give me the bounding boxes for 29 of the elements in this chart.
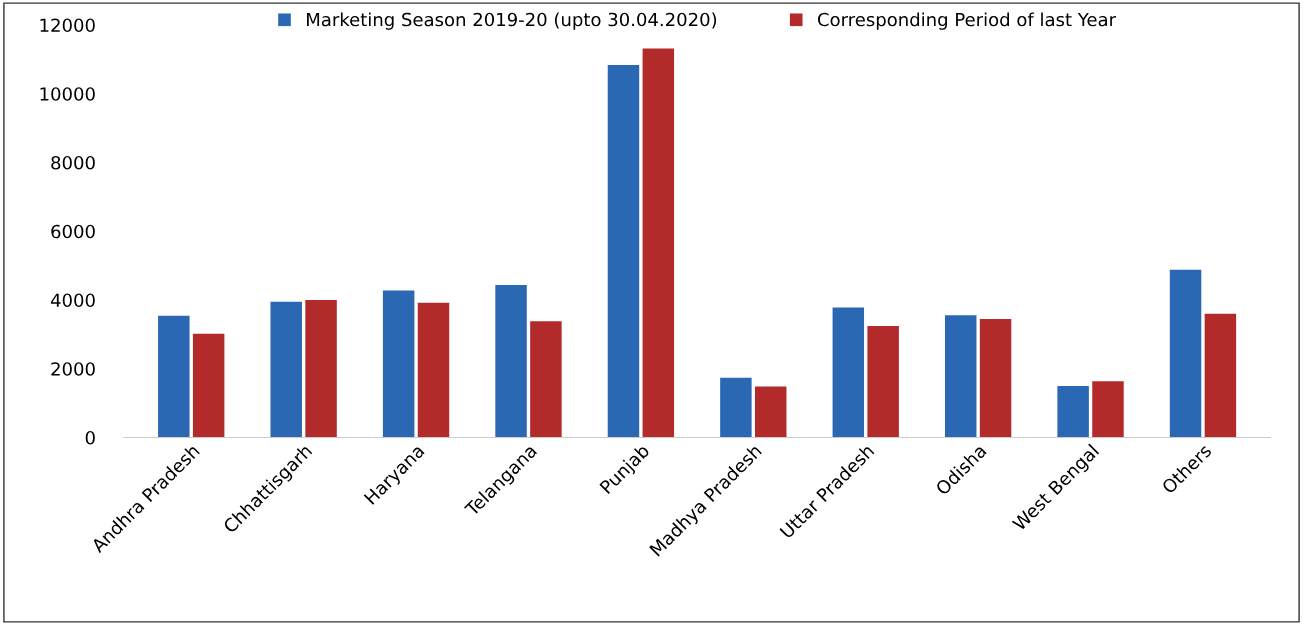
bar xyxy=(495,284,527,438)
bar xyxy=(1204,313,1237,438)
y-tick-label: 8000 xyxy=(51,155,95,170)
y-tick-label: 4000 xyxy=(50,293,95,308)
bar xyxy=(382,290,415,438)
y-tick-label: 2000 xyxy=(51,362,95,376)
bar xyxy=(1057,385,1089,438)
bar xyxy=(979,318,1012,438)
bar xyxy=(642,48,675,438)
bar xyxy=(755,386,787,438)
bar xyxy=(270,301,302,438)
bar xyxy=(944,315,977,438)
bar xyxy=(1169,269,1202,438)
bar xyxy=(832,307,865,438)
y-tick-label: 12000 xyxy=(40,18,95,33)
legend-label: Corresponding Period of last Year xyxy=(817,12,1117,30)
y-tick-label: 0 xyxy=(85,430,95,445)
bar xyxy=(720,377,752,438)
bar xyxy=(607,64,640,438)
y-tick-label: 6000 xyxy=(51,224,95,239)
y-tick-label: 10000 xyxy=(40,87,95,101)
bar xyxy=(305,300,337,438)
bar xyxy=(867,326,899,438)
bar xyxy=(158,315,190,438)
bar xyxy=(530,321,562,438)
bar xyxy=(192,333,225,438)
bar xyxy=(417,302,450,438)
legend-label: Marketing Season 2019-20 (upto 30.04.2020) xyxy=(307,12,717,30)
bar xyxy=(1092,381,1124,438)
